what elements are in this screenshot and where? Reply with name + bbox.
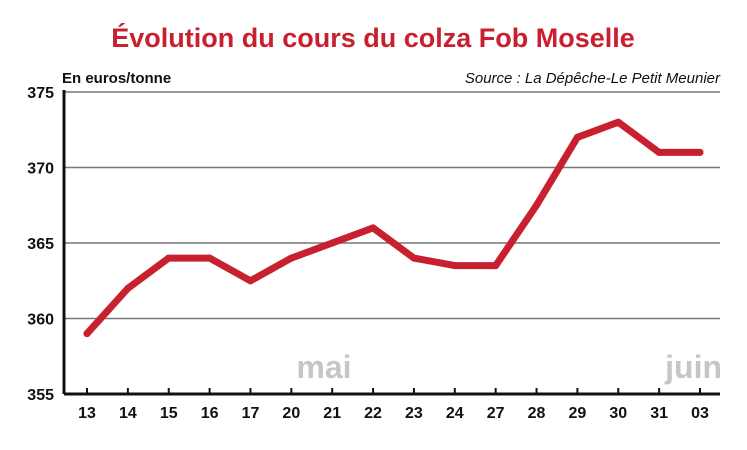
x-tick-label-23: 23 [405, 405, 423, 422]
data-point-24 [451, 262, 459, 270]
x-tick-label-22: 22 [364, 405, 382, 422]
x-tick-label-17: 17 [242, 405, 260, 422]
data-point-20 [287, 254, 295, 262]
x-tick-label-16: 16 [201, 405, 219, 422]
data-point-21 [328, 239, 336, 247]
x-tick-label-27: 27 [487, 405, 505, 422]
data-point-14 [124, 284, 132, 292]
month-labels: mai juin [296, 349, 722, 385]
series-line-0 [83, 118, 704, 338]
axes [62, 90, 720, 396]
data-point-22 [369, 224, 377, 232]
y-tick-label-365: 365 [27, 236, 54, 253]
data-point-03 [696, 148, 704, 156]
x-tick-label-28: 28 [528, 405, 546, 422]
data-point-13 [83, 330, 91, 338]
chart-title: Évolution du cours du colza Fob Moselle [111, 22, 635, 53]
month-label-mai: mai [296, 349, 351, 385]
x-tick-labels: 13 14 15 16 17 20 21 22 23 24 27 28 29 30 31 03 [78, 405, 709, 422]
unit-label: En euros/tonne [62, 70, 171, 87]
gridlines [64, 91, 720, 320]
y-tick-labels: 355 360 365 370 375 [27, 85, 54, 404]
series-lines [83, 118, 704, 338]
x-tick-label-13: 13 [78, 405, 96, 422]
y-tick-label-360: 360 [27, 312, 54, 329]
data-point-17 [246, 277, 254, 285]
data-point-31 [655, 148, 663, 156]
x-tick-label-24: 24 [446, 405, 464, 422]
data-point-28 [533, 201, 541, 209]
data-point-29 [573, 133, 581, 141]
x-tick-label-31: 31 [650, 405, 668, 422]
x-tick-label-30: 30 [609, 405, 627, 422]
x-tick-label-14: 14 [119, 405, 137, 422]
x-tick-label-20: 20 [282, 405, 300, 422]
month-label-juin: juin [664, 349, 722, 385]
data-point-23 [410, 254, 418, 262]
x-tick-label-21: 21 [323, 405, 341, 422]
y-tick-label-375: 375 [27, 85, 54, 102]
y-tick-label-355: 355 [27, 387, 54, 404]
x-tick-label-15: 15 [160, 405, 178, 422]
x-tick-label-29: 29 [569, 405, 587, 422]
data-point-16 [206, 254, 214, 262]
data-point-27 [492, 262, 500, 270]
y-tick-label-370: 370 [27, 161, 54, 178]
data-point-15 [165, 254, 173, 262]
source-label: Source : La Dépêche-Le Petit Meunier [465, 70, 721, 87]
data-point-30 [614, 118, 622, 126]
x-tick-label-03: 03 [691, 405, 709, 422]
